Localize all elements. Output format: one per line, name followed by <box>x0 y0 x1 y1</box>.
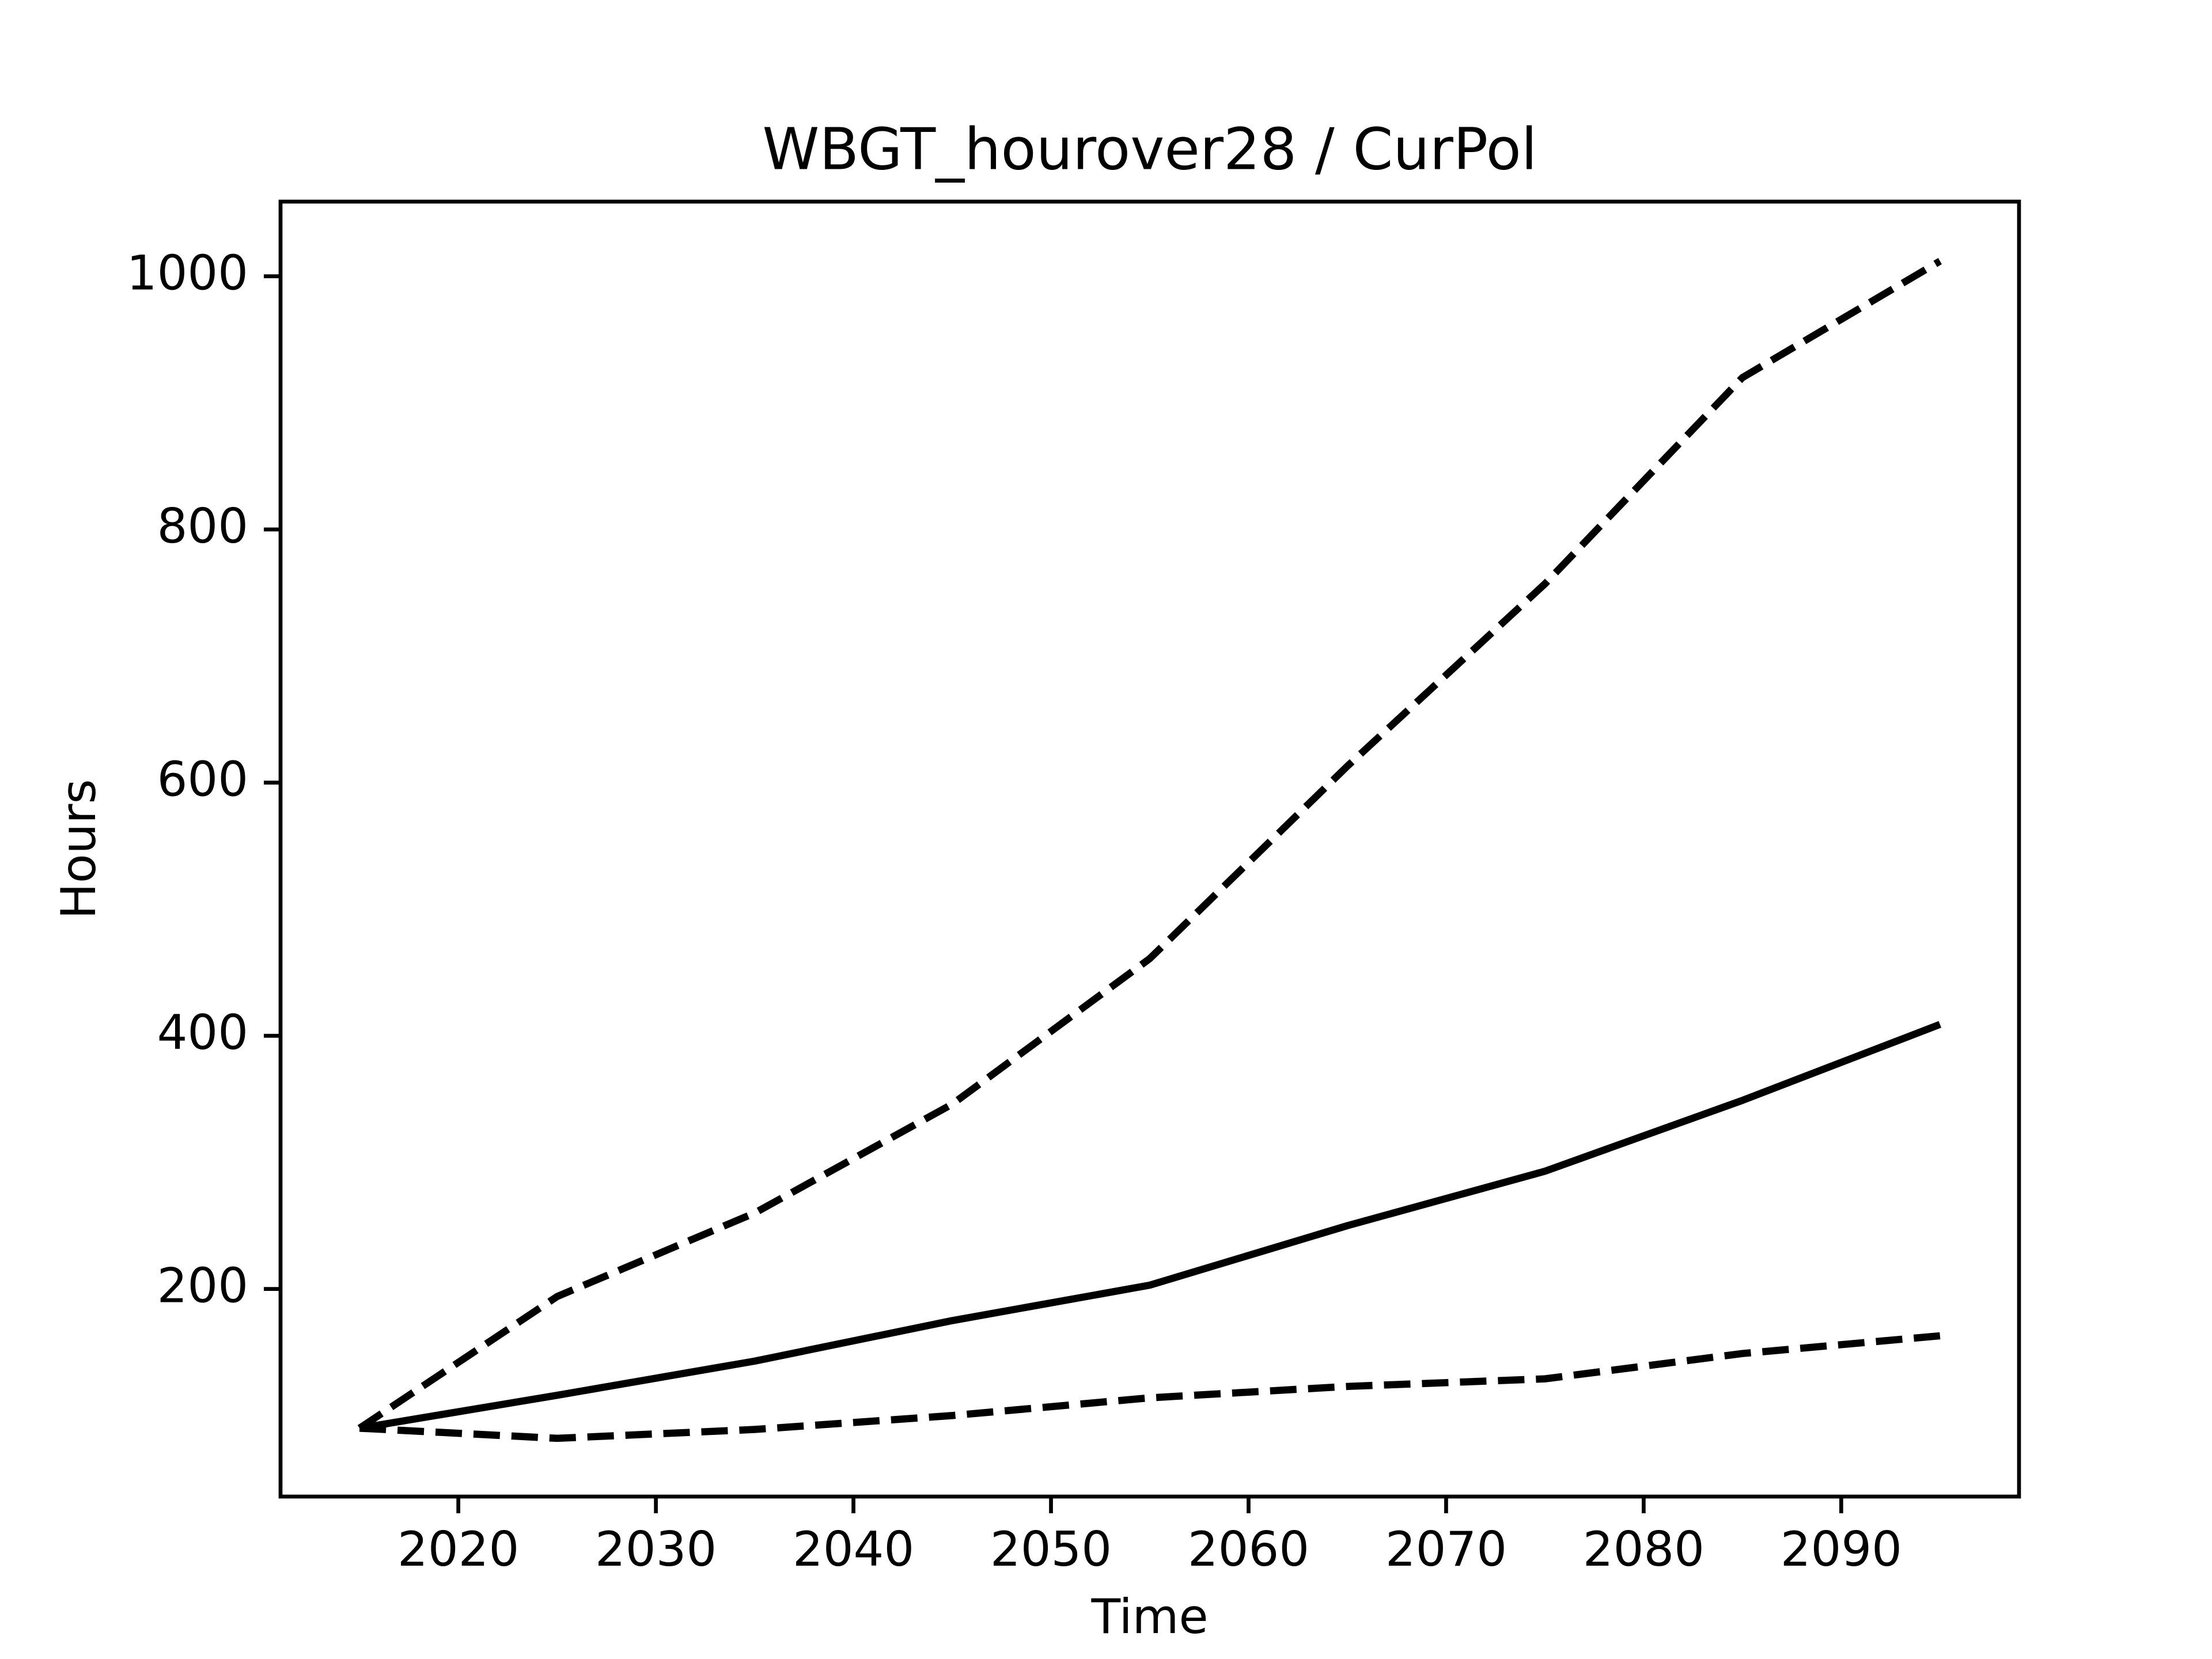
x-tick-label: 2030 <box>595 1521 717 1577</box>
x-tick-label: 2040 <box>793 1521 914 1577</box>
x-tick-label: 2070 <box>1385 1521 1507 1577</box>
x-tick-label: 2080 <box>1583 1521 1705 1577</box>
x-tick-label: 2090 <box>1781 1521 1902 1577</box>
x-tick-label: 2050 <box>990 1521 1112 1577</box>
x-tick-label: 2060 <box>1188 1521 1309 1577</box>
line-series <box>359 1021 1942 1432</box>
y-tick-label: 1000 <box>127 245 248 301</box>
y-axis-label: Hours <box>51 779 107 919</box>
chart-title: WBGT_hourover28 / CurPol <box>762 115 1537 183</box>
axes-frame <box>278 199 2021 1499</box>
x-axis-label: Time <box>1090 1589 1208 1645</box>
line-series <box>357 257 1942 1431</box>
y-tick-label: 600 <box>157 752 248 808</box>
y-tick-label: 200 <box>157 1258 248 1314</box>
y-tick-label: 400 <box>157 1005 248 1060</box>
y-tick-label: 800 <box>157 498 248 554</box>
x-tick-label: 2020 <box>397 1521 519 1577</box>
